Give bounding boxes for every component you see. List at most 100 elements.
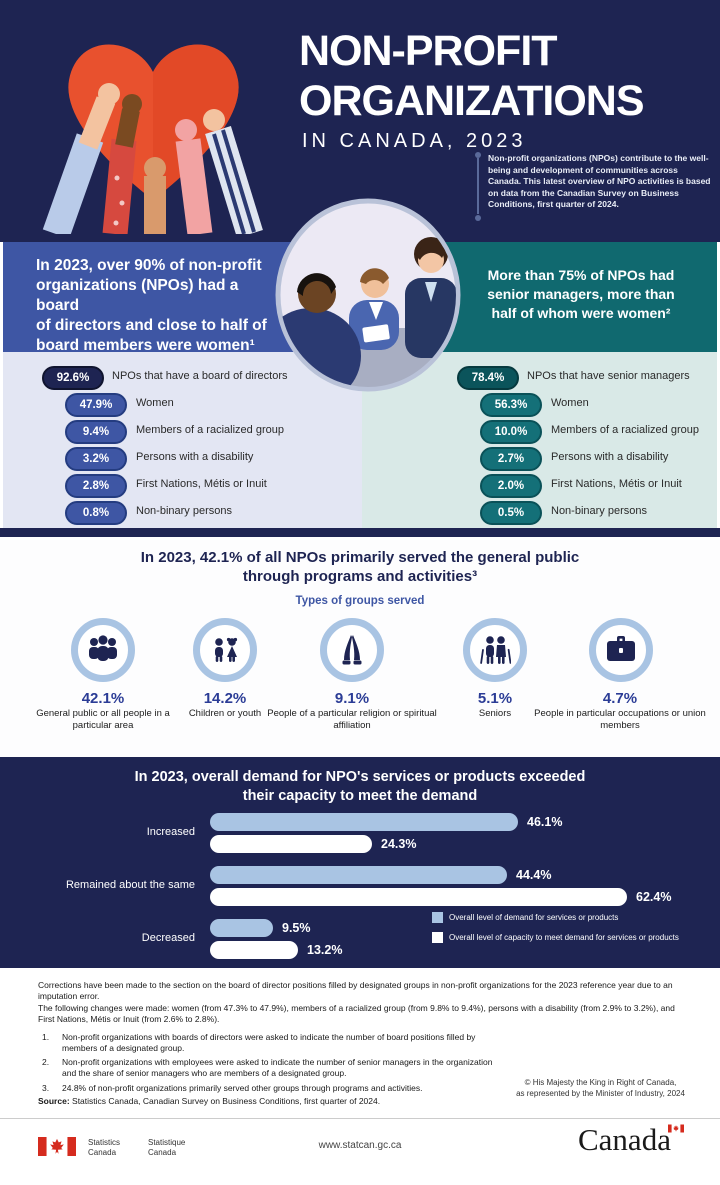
stat-label: Members of a racialized group [136, 424, 284, 436]
briefcase-icon [607, 636, 635, 661]
intro-paragraph: Non-profit organizations (NPOs) contribu… [488, 153, 711, 209]
page-title: NON-PROFIT ORGANIZATIONS [299, 26, 709, 126]
canada-wordmark: Canada [578, 1122, 671, 1157]
stat-label: First Nations, Métis or Inuit [136, 478, 267, 490]
seniors-icon [480, 636, 511, 664]
statistics-canada-flag-icon [38, 1137, 76, 1156]
footer-section [0, 1118, 720, 1185]
footnote-2: Non-profit organizations with employees … [62, 1057, 493, 1078]
source-text: Statistics Canada, Canadian Survey on Bu… [72, 1096, 381, 1106]
footnote-number: 1. [42, 1032, 50, 1042]
group-icon-circle [193, 618, 257, 682]
source-line: Source: Statistics Canada, Canadian Surv… [38, 1096, 498, 1107]
agency-name-fr: Statistique Canada [148, 1138, 186, 1157]
footnote-number: 3. [42, 1083, 50, 1093]
group-icon-circle [71, 618, 135, 682]
stat-label: Members of a racialized group [551, 424, 699, 436]
legend-swatch-demand [432, 912, 443, 923]
legend-label: Overall level of capacity to meet demand… [449, 933, 679, 942]
legend-item-capacity: Overall level of capacity to meet demand… [432, 932, 679, 943]
group-icon-circle [463, 618, 527, 682]
stat-label: Non-binary persons [136, 505, 232, 517]
title-line2: ORGANIZATIONS [299, 77, 645, 125]
stat-pill: 92.6% [42, 366, 104, 390]
stat-pill: 47.9% [65, 393, 127, 417]
demand-chart-section [0, 757, 720, 968]
legend-swatch-capacity [432, 932, 443, 943]
capacity-bar [210, 888, 627, 906]
group-label: General public or all people in a partic… [36, 708, 170, 731]
hands-holding-heart-illustration [42, 44, 263, 234]
agency-name-en: Statistics Canada [88, 1138, 121, 1157]
legend-item-demand: Overall level of demand for services or … [432, 912, 618, 923]
footnote-3: 24.8% of non-profit organizations primar… [62, 1083, 423, 1093]
copyright-notice: © His Majesty the King in Right of Canad… [516, 1078, 685, 1098]
stat-label: Women [551, 397, 589, 409]
legend-label: Overall level of demand for services or … [449, 913, 619, 922]
stat-pill: 56.3% [480, 393, 542, 417]
bar-value: 13.2% [307, 943, 343, 957]
bar-value: 46.1% [527, 815, 563, 829]
group-value: 14.2% [203, 690, 247, 707]
statcan-url-link[interactable]: www.statcan.gc.ca [318, 1140, 402, 1151]
header-section: NON-PROFIT ORGANIZATIONS IN CANADA, 2023… [0, 0, 720, 242]
group-value: 4.7% [602, 690, 638, 707]
praying-hands-icon [342, 635, 362, 665]
managers-stats-background [362, 352, 717, 528]
group-value: 9.1% [334, 690, 370, 707]
stat-pill: 2.7% [480, 447, 542, 471]
group-label: Children or youth [188, 708, 262, 719]
title-line1: NON-PROFIT [299, 27, 558, 75]
group-icon-circle [320, 618, 384, 682]
group-label: People in particular occupations or unio… [534, 708, 706, 731]
demand-chart-headline: In 2023, overall demand for NPO's servic… [134, 769, 586, 804]
group-label: People of a particular religion or spiri… [267, 708, 437, 731]
capacity-bar [210, 941, 298, 959]
group-value: 42.1% [81, 690, 125, 707]
bar-value: 44.4% [516, 868, 552, 882]
stat-label: Persons with a disability [551, 451, 669, 463]
groups-served-headline: In 2023, 42.1% of all NPOs primarily ser… [140, 549, 580, 585]
demand-bar [210, 813, 518, 831]
page-subtitle: IN CANADA, 2023 [302, 130, 527, 152]
section-divider [0, 528, 720, 537]
correction-note-2: The following changes were made: women (… [38, 1003, 675, 1024]
bar-category-label: Remained about the same [65, 879, 195, 891]
stat-pill: 3.2% [65, 447, 127, 471]
demand-bar [210, 866, 507, 884]
stat-pill: 78.4% [457, 366, 519, 390]
stat-label: Women [136, 397, 174, 409]
stat-pill: 0.8% [65, 501, 127, 525]
board-headline: In 2023, over 90% of non-profit organiza… [36, 257, 267, 354]
stat-label: NPOs that have a board of directors [112, 370, 288, 382]
children-icon [215, 637, 238, 662]
meeting-circle-illustration [275, 198, 461, 392]
bar-category-label: Increased [146, 826, 195, 838]
correction-note-1: Corrections have been made to the sectio… [38, 980, 673, 1001]
footnote-1: Non-profit organizations with boards of … [62, 1032, 476, 1053]
stat-label: NPOs that have senior managers [527, 370, 690, 382]
groups-served-subheading: Types of groups served [295, 595, 425, 607]
bar-value: 24.3% [381, 837, 417, 851]
group-value: 5.1% [477, 690, 513, 707]
intro-divider-dot-top [475, 152, 481, 158]
stat-label: Persons with a disability [136, 451, 254, 463]
source-label: Source: [38, 1096, 70, 1106]
managers-headline: More than 75% of NPOs had senior manager… [487, 267, 675, 321]
group-icon-circle [589, 618, 653, 682]
intro-divider-dot-bottom [475, 215, 481, 221]
wordmark-flag-icon [668, 1124, 684, 1133]
stat-label: Non-binary persons [551, 505, 647, 517]
stat-label: First Nations, Métis or Inuit [551, 478, 682, 490]
stat-pill: 0.5% [480, 501, 542, 525]
stat-pill: 2.0% [480, 474, 542, 498]
stat-pill: 10.0% [480, 420, 542, 444]
people-group-icon [89, 635, 117, 661]
footnote-number: 2. [42, 1057, 50, 1067]
bar-value: 62.4% [636, 890, 672, 904]
group-label: Seniors [478, 708, 512, 719]
demand-bar [210, 919, 273, 937]
stat-pill: 2.8% [65, 474, 127, 498]
bar-category-label: Decreased [141, 932, 195, 944]
